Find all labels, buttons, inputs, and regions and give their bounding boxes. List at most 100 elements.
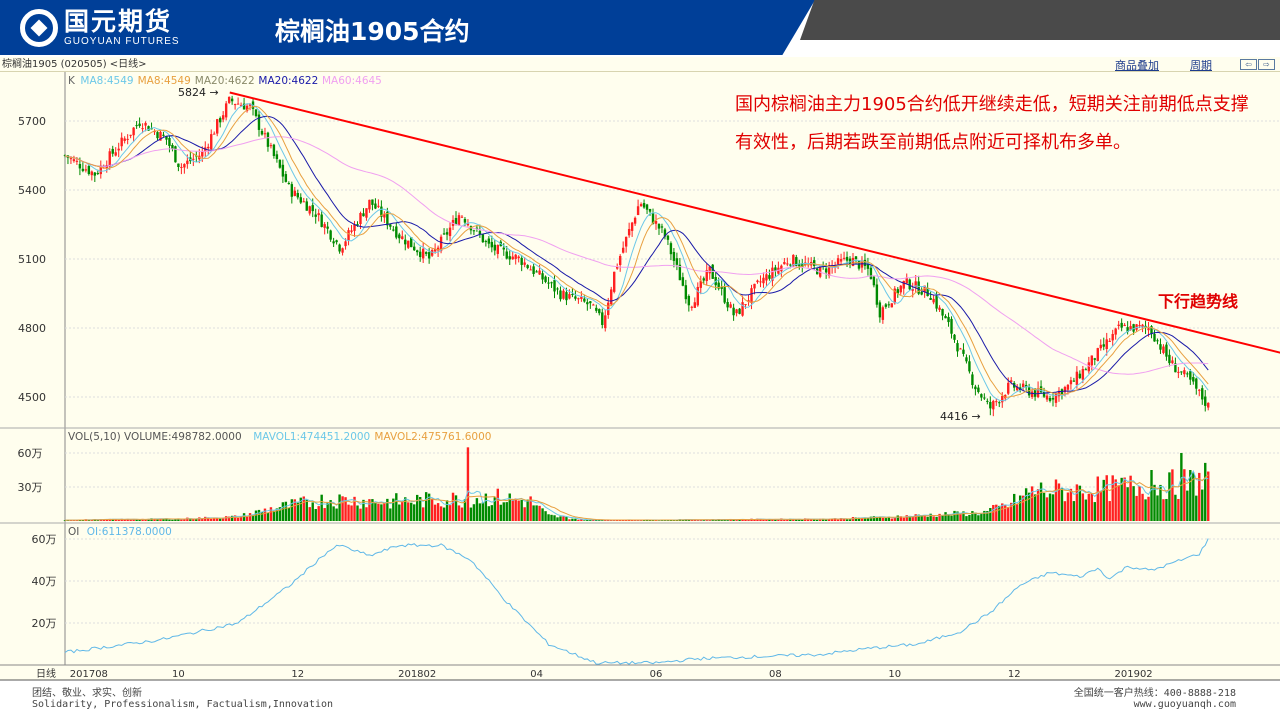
volume-bar <box>821 518 825 521</box>
volume-bar <box>947 513 950 521</box>
candle <box>681 277 685 286</box>
volume-bar <box>144 519 147 521</box>
volume-bar <box>714 520 717 521</box>
candle <box>630 222 634 231</box>
volume-bar <box>1093 502 1096 521</box>
candle <box>1159 344 1162 350</box>
candle <box>63 155 67 157</box>
volume-bar <box>341 496 344 521</box>
volume-bar <box>1105 475 1108 521</box>
candle <box>893 288 896 304</box>
low-price-label: 4416 → <box>940 410 981 423</box>
volume-bar <box>338 494 341 521</box>
candle <box>857 261 861 269</box>
candle <box>96 172 100 174</box>
volume-bar <box>1033 494 1037 521</box>
candle <box>484 241 488 243</box>
ma20-line <box>64 115 1209 395</box>
price-tick-label: 4500 <box>18 391 46 404</box>
candle <box>159 131 162 141</box>
price-legend-item: MA20:4622 <box>195 75 255 87</box>
header: 国元期货 GUOYUAN FUTURES 棕榈油1905合约 <box>0 0 1280 55</box>
volume-bar <box>654 520 658 521</box>
candle <box>574 296 577 299</box>
candle <box>654 220 658 224</box>
volume-bar <box>801 519 804 521</box>
volume-bar <box>992 504 995 521</box>
candle <box>1087 362 1091 372</box>
candle <box>1090 355 1094 366</box>
volume-bar <box>723 519 726 521</box>
volume-bar <box>863 517 867 521</box>
volume-bar <box>1147 496 1150 521</box>
candle <box>439 236 443 252</box>
volume-bar <box>129 519 132 521</box>
candle <box>218 118 222 123</box>
candle <box>401 236 404 240</box>
candle <box>783 262 786 265</box>
candle <box>995 401 998 403</box>
candle <box>690 306 694 308</box>
volume-bar <box>995 504 998 521</box>
volume-bar <box>798 519 801 521</box>
volume-bar <box>735 520 738 521</box>
volume-bar <box>1078 485 1082 521</box>
candle <box>260 130 264 135</box>
candle <box>621 247 625 253</box>
volume-bar <box>872 516 876 521</box>
candle <box>547 282 550 284</box>
volume-bar <box>807 518 810 521</box>
price-tick-label: 5400 <box>18 184 46 197</box>
volume-bar <box>941 515 944 521</box>
volume-bar <box>421 507 425 521</box>
chart-toolbar: 棕榈油1905 (020505) <日线> 商品叠加 周期 ⇦ ⇨ <box>0 57 1280 72</box>
candle <box>618 255 622 265</box>
footer-left: 团结、敬业、求实、创新 Solidarity, Professionalism,… <box>32 684 333 710</box>
volume-bar <box>983 510 986 521</box>
price-legend-item: MA8:4549 <box>80 75 133 87</box>
candle <box>604 315 607 329</box>
volume-bar <box>1195 495 1198 521</box>
candle <box>878 302 882 318</box>
candle <box>1096 348 1099 361</box>
candle <box>84 169 88 171</box>
period-link[interactable]: 周期 <box>1190 59 1212 72</box>
volume-bar <box>1060 488 1064 521</box>
volume-bar <box>902 517 905 521</box>
candle <box>908 279 911 290</box>
volume-bar <box>765 519 768 521</box>
candle <box>732 307 735 316</box>
candle <box>863 259 867 266</box>
ma12-line <box>64 105 1209 398</box>
volume-bar <box>792 519 795 521</box>
candle <box>911 289 914 291</box>
volume-bar <box>311 502 314 521</box>
candle <box>224 103 228 118</box>
candle <box>413 246 416 251</box>
volume-bar <box>227 516 231 521</box>
candle <box>568 294 571 299</box>
candle <box>529 269 532 271</box>
volume-bar <box>329 500 332 521</box>
candle <box>538 270 541 275</box>
candle <box>813 260 816 266</box>
volume-bar <box>201 518 204 521</box>
candle <box>932 298 935 303</box>
candle <box>1156 340 1159 342</box>
scroll-left-button[interactable]: ⇦ <box>1240 59 1257 70</box>
candle <box>344 241 347 247</box>
volume-bar <box>436 503 440 521</box>
volume-bar <box>1162 499 1165 521</box>
candle <box>520 257 523 265</box>
analysis-text: 国内棕榈油主力1905合约低开继续走低，短期关注前期低点支撑有效性，后期若跌至前… <box>735 94 1249 153</box>
candle <box>1153 333 1156 342</box>
candle <box>869 267 873 279</box>
candle <box>1081 369 1085 380</box>
candle <box>756 280 759 283</box>
overlay-link[interactable]: 商品叠加 <box>1115 59 1159 72</box>
candle <box>1111 333 1114 341</box>
volume-bar <box>401 500 404 521</box>
candle <box>1120 322 1123 328</box>
scroll-right-button[interactable]: ⇨ <box>1258 59 1275 70</box>
